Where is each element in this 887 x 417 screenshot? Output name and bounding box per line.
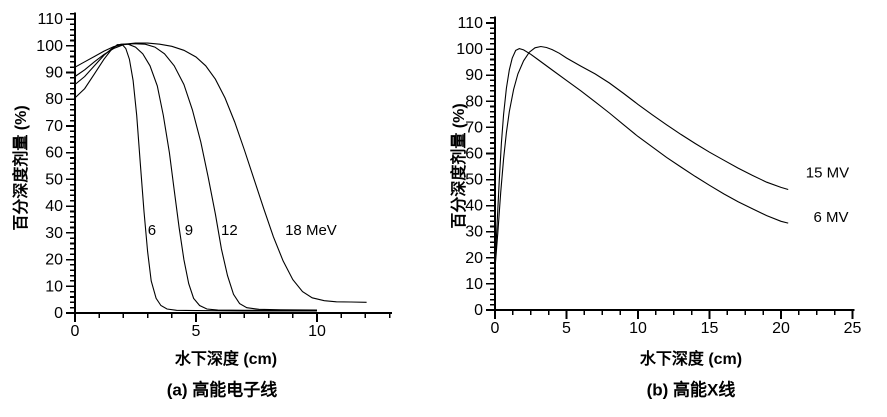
- y-tick-label: 50: [45, 171, 63, 188]
- x-tick-label: 20: [772, 320, 790, 337]
- axes: [74, 12, 393, 314]
- curve-6-MeV: [74, 43, 317, 312]
- x-tick-label: 25: [844, 320, 862, 337]
- y-axis-label-a: 百分深度剂量 (%): [13, 105, 30, 231]
- y-tick-label: 60: [45, 145, 63, 162]
- y-tick-label: 80: [465, 93, 483, 110]
- curve-18-MeV: [74, 42, 367, 303]
- y-tick-label: 0: [54, 305, 63, 322]
- curve-label-12: 12: [221, 222, 238, 239]
- curve-label-18-MeV: 18 MeV: [285, 222, 337, 239]
- y-tick-label: 100: [456, 41, 483, 58]
- electron-pdd-chart: 0 10 20 30 40 50 60 70 80 90 100 110 0 5 10 6 9 12 18 MeV: [36, 11, 393, 340]
- curve-label-6: 6: [148, 222, 156, 239]
- y-tick-label: 110: [457, 15, 483, 32]
- xray-pdd-chart: 0 10 20 30 40 50 60 70 80 90 100 110 0 5 10 15 20 25 15 MV…: [456, 15, 861, 337]
- y-tick-label: 70: [465, 119, 483, 136]
- y-axis-label-b: 百分深度剂量 (%): [451, 103, 468, 229]
- curve-9-MeV: [74, 43, 318, 312]
- x-tick-label: 15: [701, 320, 719, 337]
- curve-label-6-MV: 6 MV: [814, 209, 849, 226]
- caption-a: (a) 高能电子线: [166, 380, 278, 400]
- x-tick-label: 5: [192, 323, 201, 340]
- curve-6-MV: [494, 48, 789, 266]
- x-tick-label: 0: [71, 323, 80, 340]
- curve-12-MeV: [74, 43, 318, 311]
- y-tick-label: 20: [45, 252, 63, 269]
- x-axis-label-b: 水下深度 (cm): [639, 351, 743, 368]
- y-tick-label: 10: [45, 278, 63, 295]
- y-tick-label: 60: [465, 145, 483, 162]
- y-tick-label: 40: [465, 198, 483, 215]
- y-tick-label: 110: [37, 11, 63, 28]
- y-tick-label: 100: [36, 38, 63, 55]
- tick-labels: 0 10 20 30 40 50 60 70 80 90 100 110 0 5 10: [36, 11, 326, 340]
- x-axis-label-a: 水下深度 (cm): [174, 351, 278, 368]
- x-tick-label: 0: [491, 320, 500, 337]
- y-tick-label: 10: [465, 276, 483, 293]
- y-tick-label: 70: [45, 118, 63, 135]
- x-tick-label: 5: [562, 320, 571, 337]
- y-tick-label: 80: [45, 91, 63, 108]
- y-tick-label: 30: [45, 225, 63, 242]
- caption-b: (b) 高能X线: [646, 380, 736, 400]
- y-tick-label: 90: [465, 67, 483, 84]
- y-tick-label: 90: [45, 65, 63, 82]
- axes: [494, 16, 855, 311]
- curve-15-MV: [494, 45, 789, 269]
- y-tick-label: 50: [465, 172, 483, 189]
- y-tick-label: 40: [45, 198, 63, 215]
- y-tick-label: 0: [474, 302, 483, 319]
- y-tick-label: 30: [465, 224, 483, 241]
- ticks: [66, 12, 391, 322]
- x-tick-label: 10: [308, 323, 326, 340]
- ticks: [486, 16, 854, 319]
- x-tick-label: 10: [629, 320, 647, 337]
- tick-labels: 0 10 20 30 40 50 60 70 80 90 100 110 0 5 10 15 20 25: [456, 15, 861, 337]
- y-tick-label: 20: [465, 250, 483, 267]
- curve-label-15-MV: 15 MV: [806, 165, 849, 182]
- curve-label-9: 9: [185, 222, 193, 239]
